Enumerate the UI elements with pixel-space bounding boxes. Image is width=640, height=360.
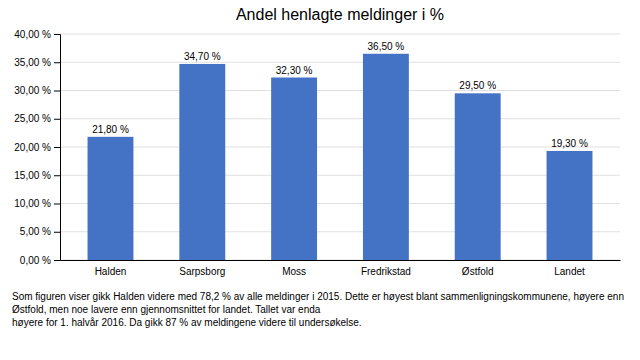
x-tick-label: Halden	[95, 266, 127, 277]
bar	[271, 78, 317, 260]
y-tick-label: 25,00 %	[14, 113, 51, 124]
y-tick-mark	[54, 232, 60, 233]
bar	[179, 64, 225, 260]
x-tick: Moss	[282, 266, 306, 277]
x-tick: Landet	[554, 266, 585, 277]
data-label: 34,70 %	[184, 51, 221, 62]
y-tick-mark	[54, 91, 60, 92]
y-tick-mark	[54, 62, 60, 63]
x-axis-line	[61, 260, 621, 261]
y-tick-label: 5,00 %	[20, 226, 51, 237]
grid-line	[60, 203, 620, 204]
x-tick: Sarpsborg	[179, 266, 225, 277]
caption-line: høyere for 1. halvår 2016. Da gikk 87 % …	[12, 317, 362, 328]
x-tick-label: Moss	[282, 266, 306, 277]
data-labels: 21,80 % 34,70 % 32,30 % 36,50 % 29,50 % 19,30…	[92, 41, 588, 149]
y-tick-label: 0,00 %	[20, 255, 51, 266]
grid-line	[60, 90, 620, 91]
y-axis-line	[54, 35, 61, 261]
title: Andel henlagte meldinger i %	[236, 6, 444, 23]
y-tick: 5,00 %	[20, 226, 60, 237]
caption-line: Østfold, men noe lavere enn gjennomsnitt…	[12, 304, 321, 315]
x-tick-label: Landet	[554, 266, 585, 277]
y-tick: 10,00 %	[14, 198, 60, 209]
y-tick-label: 20,00 %	[14, 142, 51, 153]
x-axis: Halden Sarpsborg Moss Fredrikstad Østfold Lan…	[61, 261, 621, 278]
x-tick-label: Fredrikstad	[361, 266, 411, 277]
bar	[88, 137, 134, 260]
data-label: 21,80 %	[92, 124, 129, 135]
x-tick-label: Østfold	[462, 266, 494, 277]
y-tick: 30,00 %	[14, 85, 60, 96]
bar	[455, 93, 501, 260]
y-tick-mark	[54, 119, 60, 120]
caption: Som figuren viser gikk Halden videre med…	[12, 291, 624, 328]
chart-svg: 0,00 % 5,00 % 10,00 % 15,00 % 20,00 % 25,00 %…	[0, 0, 640, 360]
grid	[60, 34, 620, 260]
y-tick-label: 15,00 %	[14, 170, 51, 181]
y-tick-mark	[54, 175, 60, 176]
grid-line	[60, 175, 620, 176]
y-tick-label: 40,00 %	[14, 29, 51, 40]
y-tick-mark	[54, 204, 60, 205]
y-tick-label: 35,00 %	[14, 57, 51, 68]
x-tick: Østfold	[462, 266, 494, 277]
y-tick-mark	[54, 147, 60, 148]
x-tick-label: Sarpsborg	[179, 266, 225, 277]
grid-line	[60, 147, 620, 148]
bar	[547, 151, 593, 260]
caption-line: Som figuren viser gikk Halden videre med…	[12, 291, 624, 302]
y-tick-label: 30,00 %	[14, 85, 51, 96]
data-label: 29,50 %	[459, 80, 496, 91]
x-tick: Halden	[95, 266, 127, 277]
grid-line	[60, 260, 620, 261]
y-axis: 0,00 % 5,00 % 10,00 % 15,00 % 20,00 % 25,00 %…	[14, 29, 60, 266]
grid-line	[60, 34, 620, 35]
y-tick: 25,00 %	[14, 113, 60, 124]
bar	[363, 54, 409, 260]
data-label: 36,50 %	[368, 41, 405, 52]
y-tick: 0,00 %	[20, 255, 60, 266]
y-tick: 35,00 %	[14, 57, 60, 68]
grid-line	[60, 118, 620, 119]
y-tick: 15,00 %	[14, 170, 60, 181]
data-label: 19,30 %	[551, 138, 588, 149]
bars	[88, 54, 593, 260]
y-tick-mark	[54, 34, 60, 35]
plot-area: 0,00 % 5,00 % 10,00 % 15,00 % 20,00 % 25,00 %…	[14, 29, 620, 277]
data-label: 32,30 %	[276, 65, 313, 76]
grid-line	[60, 62, 620, 63]
grid-line	[60, 231, 620, 232]
x-tick: Fredrikstad	[361, 266, 411, 277]
y-tick-mark	[54, 260, 60, 261]
y-tick: 40,00 %	[14, 29, 60, 40]
y-tick-label: 10,00 %	[14, 198, 51, 209]
y-tick: 20,00 %	[14, 142, 60, 153]
